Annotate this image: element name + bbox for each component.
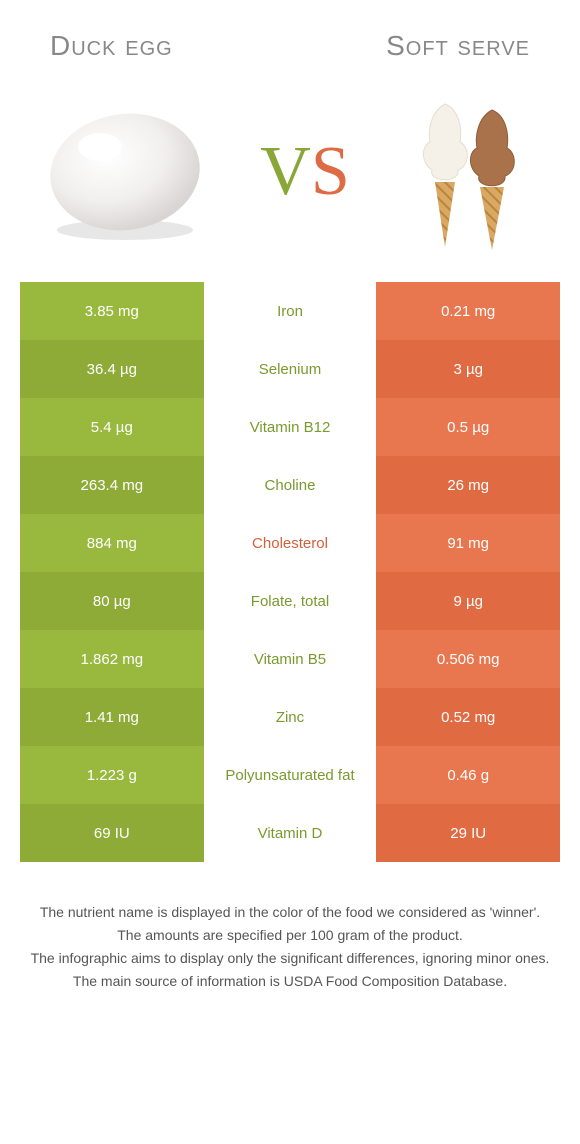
right-value: 91 mg	[376, 514, 560, 572]
nutrient-name: Polyunsaturated fat	[204, 746, 377, 804]
table-row: 884 mgCholesterol91 mg	[20, 514, 560, 572]
right-value: 0.46 g	[376, 746, 560, 804]
nutrient-name: Choline	[204, 456, 377, 514]
nutrient-name: Selenium	[204, 340, 377, 398]
left-value: 36.4 µg	[20, 340, 204, 398]
right-value: 0.52 mg	[376, 688, 560, 746]
nutrient-name: Folate, total	[204, 572, 377, 630]
soft-serve-icon	[400, 92, 540, 252]
right-value: 0.5 µg	[376, 398, 560, 456]
table-row: 263.4 mgCholine26 mg	[20, 456, 560, 514]
left-value: 5.4 µg	[20, 398, 204, 456]
image-row: VS	[0, 82, 580, 282]
left-value: 263.4 mg	[20, 456, 204, 514]
nutrient-name: Cholesterol	[204, 514, 377, 572]
right-value: 9 µg	[376, 572, 560, 630]
left-value: 1.223 g	[20, 746, 204, 804]
footer-line: The main source of information is USDA F…	[30, 971, 550, 992]
right-value: 29 IU	[376, 804, 560, 862]
table-row: 5.4 µgVitamin B120.5 µg	[20, 398, 560, 456]
nutrient-name: Vitamin B12	[204, 398, 377, 456]
duck-egg-icon	[40, 102, 210, 242]
title-left: Duck egg	[50, 30, 173, 62]
right-value: 0.506 mg	[376, 630, 560, 688]
left-value: 69 IU	[20, 804, 204, 862]
left-value: 1.41 mg	[20, 688, 204, 746]
left-value: 80 µg	[20, 572, 204, 630]
left-value: 3.85 mg	[20, 282, 204, 340]
nutrient-table: 3.85 mgIron0.21 mg36.4 µgSelenium3 µg5.4…	[20, 282, 560, 862]
vs-v: V	[260, 133, 311, 210]
footer-line: The amounts are specified per 100 gram o…	[30, 925, 550, 946]
table-row: 1.862 mgVitamin B50.506 mg	[20, 630, 560, 688]
footer-line: The infographic aims to display only the…	[30, 948, 550, 969]
right-value: 26 mg	[376, 456, 560, 514]
left-value: 884 mg	[20, 514, 204, 572]
nutrient-name: Vitamin B5	[204, 630, 377, 688]
table-row: 1.223 gPolyunsaturated fat0.46 g	[20, 746, 560, 804]
right-value: 0.21 mg	[376, 282, 560, 340]
vs-s: S	[311, 133, 350, 210]
nutrient-name: Vitamin D	[204, 804, 377, 862]
right-value: 3 µg	[376, 340, 560, 398]
table-row: 36.4 µgSelenium3 µg	[20, 340, 560, 398]
vs-label: VS	[260, 132, 350, 212]
footer-notes: The nutrient name is displayed in the co…	[0, 862, 580, 992]
title-right: Soft serve	[386, 30, 530, 62]
footer-line: The nutrient name is displayed in the co…	[30, 902, 550, 923]
table-row: 1.41 mgZinc0.52 mg	[20, 688, 560, 746]
table-row: 80 µgFolate, total9 µg	[20, 572, 560, 630]
left-value: 1.862 mg	[20, 630, 204, 688]
table-row: 69 IUVitamin D29 IU	[20, 804, 560, 862]
nutrient-name: Iron	[204, 282, 377, 340]
table-row: 3.85 mgIron0.21 mg	[20, 282, 560, 340]
nutrient-name: Zinc	[204, 688, 377, 746]
